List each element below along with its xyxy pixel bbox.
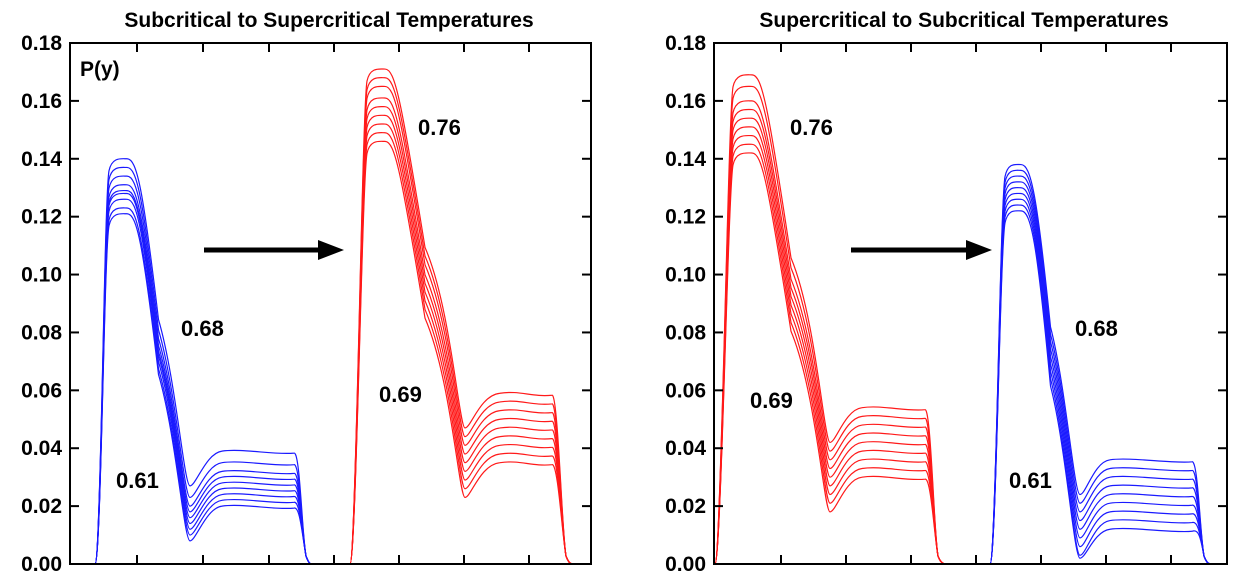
left-red-curve xyxy=(349,68,575,565)
left-y-tick-label: 0.16 xyxy=(21,90,62,113)
right-blue-curve xyxy=(989,198,1213,565)
right-y-tick-label: 0.18 xyxy=(665,32,706,55)
left-red-label-low: 0.69 xyxy=(379,382,422,407)
right-red-curve xyxy=(714,74,948,565)
right-red-label-low: 0.69 xyxy=(750,388,793,413)
left-red-curve xyxy=(349,114,575,565)
left-plot-frame xyxy=(69,42,592,565)
right-y-tick-label: 0.14 xyxy=(665,148,706,171)
right-chart: Supercritical to Subcritical Temperature… xyxy=(665,9,1228,576)
left-y-tick-label: 0.10 xyxy=(21,264,62,287)
right-red-label-high: 0.76 xyxy=(790,115,833,140)
right-blue-curve xyxy=(989,210,1213,565)
right-y-tick-labels: 0.00 0.02 0.04 0.06 0.08 0.10 0.12 0.14 0.16 0.18 xyxy=(665,32,706,576)
right-blue-curve xyxy=(989,192,1213,565)
left-blue-curve xyxy=(94,213,314,565)
right-tick-marks xyxy=(714,42,1227,565)
left-blue-label-low: 0.61 xyxy=(116,468,159,493)
right-blue-label-low: 0.61 xyxy=(1009,468,1052,493)
right-y-tick-label: 0.16 xyxy=(665,90,706,113)
right-plot-frame xyxy=(713,42,1228,565)
left-red-curve xyxy=(349,85,575,565)
right-blue-label-high: 0.68 xyxy=(1075,316,1118,341)
left-y-tick-label: 0.00 xyxy=(21,553,62,576)
left-blue-curve xyxy=(94,198,314,565)
left-y-axis-label: P(y) xyxy=(80,58,120,81)
right-y-tick-label: 0.06 xyxy=(665,379,706,402)
right-blue-curve xyxy=(989,163,1213,565)
right-red-curve xyxy=(714,117,948,565)
left-y-tick-label: 0.04 xyxy=(21,437,62,460)
right-y-tick-label: 0.02 xyxy=(665,495,706,518)
left-red-label-high: 0.76 xyxy=(418,115,461,140)
left-blue-curve xyxy=(94,184,314,565)
left-red-curve xyxy=(349,105,575,565)
right-y-tick-label: 0.00 xyxy=(665,553,706,576)
right-red-curve xyxy=(714,85,948,565)
left-transition-arrow xyxy=(204,240,344,260)
left-red-curve xyxy=(349,123,575,565)
right-blue-curve xyxy=(989,181,1213,565)
left-y-tick-label: 0.06 xyxy=(21,379,62,402)
left-tick-marks xyxy=(70,42,591,565)
left-blue-curve xyxy=(94,175,314,565)
right-y-tick-label: 0.12 xyxy=(665,206,706,229)
right-chart-title: Supercritical to Subcritical Temperature… xyxy=(759,9,1168,32)
left-y-tick-label: 0.18 xyxy=(21,32,62,55)
left-red-curve xyxy=(349,132,575,565)
right-red-curve xyxy=(714,126,948,565)
left-chart-title: Subcritical to Supercritical Temperature… xyxy=(124,9,533,32)
right-red-curve xyxy=(714,134,948,565)
left-y-tick-label: 0.08 xyxy=(21,321,62,344)
left-y-tick-label: 0.14 xyxy=(21,148,62,171)
left-red-curve xyxy=(349,97,575,565)
left-y-tick-labels: 0.00 0.02 0.04 0.06 0.08 0.10 0.12 0.14 0.16 0.18 xyxy=(21,32,62,576)
right-blue-curve xyxy=(989,204,1213,565)
right-curves xyxy=(714,74,1213,565)
right-y-tick-label: 0.04 xyxy=(665,437,706,460)
left-chart: Subcritical to Supercritical Temperature… xyxy=(21,9,592,576)
left-blue-curve xyxy=(94,158,314,565)
left-curves xyxy=(94,68,575,565)
left-y-tick-label: 0.12 xyxy=(21,206,62,229)
right-red-curve xyxy=(714,143,948,565)
right-transition-arrow xyxy=(851,240,992,260)
left-blue-label-high: 0.68 xyxy=(181,316,224,341)
right-red-curve xyxy=(714,108,948,565)
left-y-tick-label: 0.02 xyxy=(21,495,62,518)
left-red-curve xyxy=(349,140,575,565)
right-y-tick-label: 0.08 xyxy=(665,321,706,344)
right-y-tick-label: 0.10 xyxy=(665,264,706,287)
